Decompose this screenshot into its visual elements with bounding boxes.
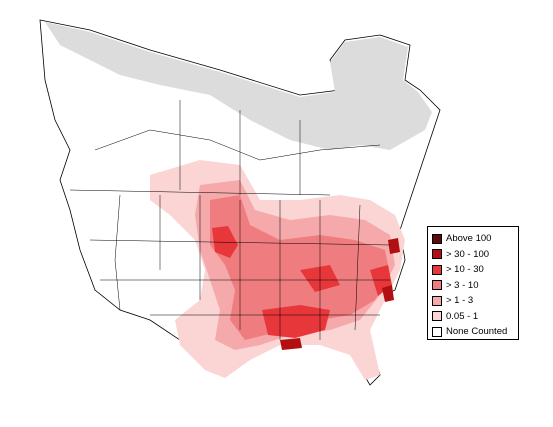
legend-swatch [432,295,442,306]
legend-label: 0.05 - 1 [446,310,479,322]
range-3-10 [210,195,390,340]
legend-swatch [432,264,442,275]
legend-item: > 10 - 30 [432,262,518,278]
legend-item: None Counted [432,324,518,340]
range-10-30 [212,226,392,338]
legend-label: None Counted [446,326,508,337]
legend-swatch [432,233,442,244]
legend-label: > 3 - 10 [446,279,479,291]
abundance-layer [150,160,405,380]
legend-item: > 1 - 3 [432,293,518,309]
legend-swatch [432,280,442,291]
legend-label: > 1 - 3 [446,295,474,306]
legend-swatch [432,311,442,322]
legend-item: Above 100 [432,231,518,247]
legend-label: > 10 - 30 [446,264,484,275]
legend-label: > 30 - 100 [446,248,490,260]
not-surveyed-region [45,22,432,150]
legend-item: 0.05 - 1 [432,309,518,325]
legend-item: > 3 - 10 [432,278,518,294]
legend: Above 100 > 30 - 100 > 10 - 30 > 3 - 10 > 1 … [427,226,519,340]
legend-swatch [432,249,442,260]
legend-item: > 30 - 100 [432,247,518,263]
legend-swatch [432,326,442,337]
legend-label: Above 100 [446,233,492,244]
boundaries [69,100,391,340]
